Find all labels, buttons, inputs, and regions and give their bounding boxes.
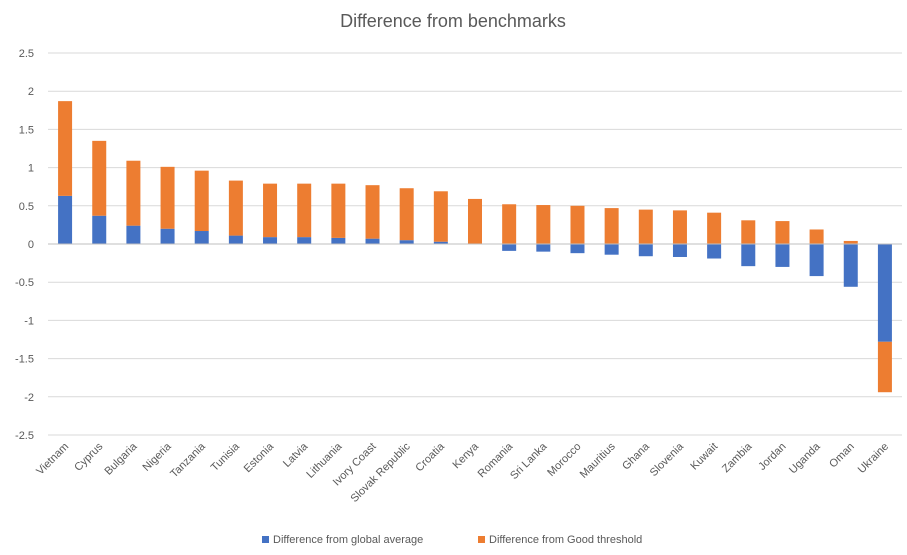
bar-segment	[58, 101, 73, 196]
bar-segment	[399, 188, 414, 241]
x-category-label: Croatia	[413, 440, 447, 474]
x-category-label: Bulgaria	[102, 440, 140, 478]
bar-segment	[775, 221, 790, 244]
legend-label: Difference from global average	[273, 534, 423, 546]
x-category-label: Ghana	[620, 440, 652, 472]
y-tick-label: -1	[24, 315, 34, 327]
legend-label: Difference from Good threshold	[489, 534, 642, 546]
x-category-label: Tunisia	[209, 440, 243, 474]
bar-segment	[228, 180, 243, 236]
bar-segment	[672, 244, 687, 257]
bar-segment	[297, 183, 312, 238]
x-category-label: Ukraine	[856, 441, 891, 476]
bar-segment	[399, 240, 414, 244]
bar-segment	[297, 237, 312, 244]
y-tick-label: -2	[24, 392, 34, 404]
bar-segment	[365, 185, 380, 239]
bar-segment	[58, 195, 73, 244]
x-category-label: Kuwait	[688, 441, 720, 473]
bar-segment	[604, 244, 619, 255]
bar-segment	[638, 244, 653, 257]
bar-segment	[741, 244, 756, 267]
x-category-label: Latvia	[281, 440, 311, 470]
y-tick-label: -1.5	[15, 354, 34, 366]
y-axis-tick-labels: 2.5 2 1.5 1 0.5 0 -0.5 -1 -1.5 -2 -2.5	[15, 48, 34, 442]
x-category-label: Mauritius	[578, 440, 618, 480]
legend-swatch	[478, 536, 485, 543]
bar-segment	[194, 231, 209, 244]
bar-segment	[194, 170, 209, 232]
bar-segment	[433, 191, 448, 242]
chart-title: Difference from benchmarks	[340, 11, 566, 31]
x-category-label: Vietnam	[34, 441, 71, 478]
bar-segment	[228, 235, 243, 244]
bar-segment	[92, 140, 107, 216]
y-tick-label: 2.5	[19, 48, 34, 60]
bar-segment	[741, 220, 756, 244]
y-tick-label: 1.5	[19, 124, 34, 136]
x-category-label: Estonia	[242, 440, 277, 475]
x-category-label: Cyprus	[72, 440, 105, 473]
x-category-label: Jordan	[756, 441, 788, 473]
bar-segment	[502, 244, 517, 251]
bar-segment	[809, 229, 824, 244]
bar-segment	[536, 205, 551, 244]
bar-segment	[877, 341, 892, 393]
bar-segment	[263, 183, 278, 238]
x-category-label: Kenya	[451, 440, 482, 471]
bar-segment	[877, 244, 892, 342]
bar-segment	[263, 237, 278, 244]
legend: Difference from global average Difference…	[262, 534, 642, 546]
bar-segment	[331, 237, 346, 244]
bar-segment	[570, 205, 585, 244]
x-category-label: Slovenia	[648, 440, 687, 479]
x-category-label: Sri Lanka	[508, 440, 550, 482]
bar-segment	[843, 240, 858, 244]
bar-segment	[126, 160, 141, 226]
bar-segment	[809, 244, 824, 277]
x-category-label: Tanzania	[168, 440, 208, 480]
bar-segment	[433, 241, 448, 244]
bar-segment	[707, 244, 722, 259]
y-tick-label: 1	[28, 163, 34, 175]
bar-segment	[502, 204, 517, 244]
y-tick-label: -2.5	[15, 430, 34, 442]
bar-segment	[638, 209, 653, 244]
bar-segment	[775, 244, 790, 267]
x-category-label: Uganda	[787, 440, 823, 476]
bar-segment	[536, 244, 551, 252]
x-category-label: Nigeria	[141, 440, 175, 474]
bar-segment	[331, 183, 346, 238]
bar-segment	[604, 208, 619, 244]
legend-swatch	[262, 536, 269, 543]
y-tick-label: 2	[28, 86, 34, 98]
bar-segment	[126, 225, 141, 244]
y-tick-label: 0.5	[19, 201, 34, 213]
y-tick-label: 0	[28, 239, 34, 251]
bar-segment	[843, 244, 858, 287]
x-category-label: Slovak Republic	[349, 440, 414, 505]
bar-segment	[160, 228, 175, 244]
bar-segment	[707, 212, 722, 244]
x-category-label: Oman	[827, 441, 857, 471]
bar-segment	[468, 198, 482, 244]
x-category-label: Zambia	[720, 440, 755, 475]
bars	[58, 101, 892, 393]
bar-segment	[160, 166, 175, 229]
bar-segment	[365, 238, 380, 244]
bar-segment	[92, 215, 107, 244]
bar-segment	[672, 210, 687, 244]
y-tick-label: -0.5	[15, 277, 34, 289]
bar-segment	[570, 244, 585, 254]
